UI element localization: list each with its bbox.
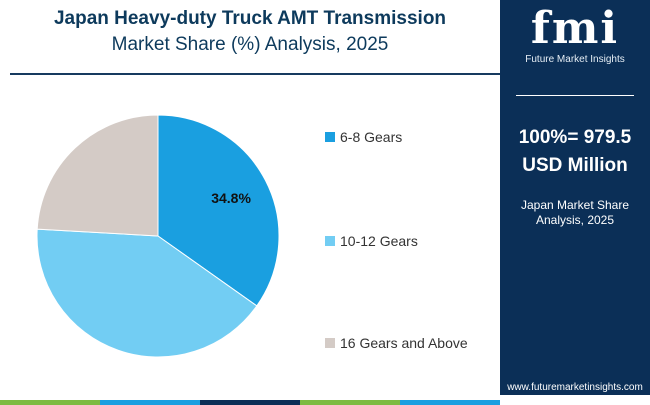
strip-segment [100,400,200,405]
pie-slice-16-gears-and-above [36,114,159,237]
legend-label-10-12-gears: 10-12 Gears [340,233,418,249]
summary-panel: fmi Future Market Insights 100%= 979.5 U… [500,0,650,395]
panel-caption: Japan Market Share Analysis, 2025 [500,198,650,228]
strip-segment [200,400,300,405]
legend-swatch-6-8-gears [325,132,335,142]
strip-segment [400,400,500,405]
strip-segment [300,400,400,405]
title-divider [10,73,500,75]
legend-label-6-8-gears: 6-8 Gears [340,129,403,145]
market-total-value: 100%= 979.5 [518,127,632,148]
legend-item-16-gears-and-above: 16 Gears and Above [325,335,468,351]
legend-item-6-8-gears: 6-8 Gears [325,129,402,145]
website-url: www.futuremarketinsights.com [507,382,643,393]
legend-label-16-gears-and-above: 16 Gears and Above [340,335,468,351]
legend-swatch-16-gears-and-above [325,338,335,348]
panel-caption-line2: Analysis, 2025 [535,213,615,227]
logo-wordmark: fmi [530,3,620,54]
chart-title-line1: Japan Heavy-duty Truck AMT Transmission [53,8,447,29]
data-label-6-8-gears: 34.8% [211,190,251,206]
panel-divider [516,95,634,96]
pie-chart: 34.8% [36,114,280,358]
legend-swatch-10-12-gears [325,236,335,246]
panel-caption-line1: Japan Market Share [520,198,630,212]
pie-slice-10-12-gears [36,228,258,358]
logo-subtitle: Future Market Insights [525,54,625,65]
chart-title: Japan Heavy-duty Truck AMT Transmission … [0,6,500,58]
legend-item-10-12-gears: 10-12 Gears [325,233,418,249]
market-total-unit: USD Million [522,155,628,176]
chart-title-line2: Market Share (%) Analysis, 2025 [111,34,389,55]
market-total: 100%= 979.5 USD Million [500,124,650,180]
strip-segment [0,400,100,405]
pie-slice-6-8-gears [157,114,280,307]
bottom-color-strip [0,400,500,405]
fmi-logo: fmi Future Market Insights [510,6,640,76]
